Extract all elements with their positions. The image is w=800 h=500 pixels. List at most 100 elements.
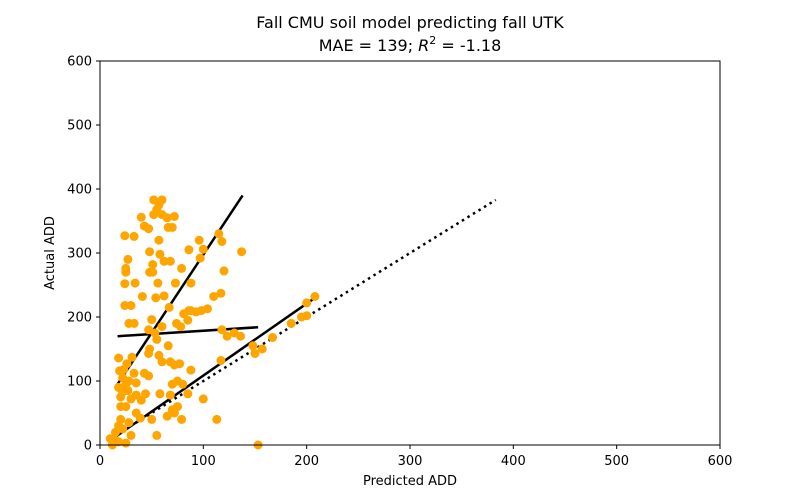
chart-title-r: R: [418, 36, 429, 55]
scatter-point: [115, 366, 125, 376]
scatter-point: [169, 360, 179, 370]
scatter-point: [250, 349, 260, 358]
scatter-point: [126, 301, 136, 310]
x-tick-label: 400: [501, 454, 526, 469]
scatter-point: [169, 212, 179, 221]
scatter-point: [123, 254, 133, 264]
scatter-point: [151, 293, 161, 303]
scatter-point: [257, 344, 267, 354]
scatter-point: [144, 224, 154, 234]
scatter-point: [129, 231, 139, 241]
x-axis-label: Predicted ADD: [363, 474, 457, 489]
scatter-point: [165, 390, 175, 400]
scatter-point: [157, 357, 167, 367]
scatter-point: [302, 298, 312, 308]
scatter-point: [121, 267, 131, 277]
scatter-point: [137, 292, 147, 301]
x-tick-label: 600: [708, 454, 733, 469]
x-tick-label: 500: [604, 454, 629, 469]
scatter-point: [176, 322, 186, 332]
x-tick-label: 100: [191, 454, 216, 469]
scatter-point: [217, 237, 227, 246]
scatter-point: [162, 411, 172, 421]
chart-title-sup: 2: [429, 34, 436, 47]
scatter-point: [198, 394, 208, 404]
scatter-point: [135, 413, 145, 423]
scatter-point: [163, 341, 173, 351]
scatter-point: [144, 371, 154, 381]
scatter-point: [120, 279, 130, 289]
chart-title-mae: MAE = 139;: [319, 36, 418, 55]
x-tick-label: 300: [398, 454, 423, 469]
scatter-point: [129, 318, 139, 328]
chart-title-line2: MAE = 139; R2 = -1.18: [319, 34, 502, 55]
scatter-point: [136, 212, 146, 222]
scatter-point: [310, 292, 320, 301]
scatter-point: [167, 222, 177, 232]
scatter-point: [131, 378, 141, 388]
scatter-point: [124, 418, 134, 428]
scatter-point: [186, 306, 196, 316]
scatter-point: [155, 249, 165, 259]
scatter-point: [209, 292, 219, 301]
y-tick-label: 0: [84, 439, 92, 454]
scatter-point: [217, 325, 227, 335]
y-tick-label: 100: [67, 375, 92, 390]
scatter-point: [286, 318, 296, 328]
scatter-point: [219, 266, 229, 276]
scatter-point: [248, 341, 258, 351]
scatter-point: [120, 301, 130, 310]
scatter-point: [216, 288, 226, 298]
scatter-point: [183, 389, 193, 399]
scatter-point: [169, 408, 179, 418]
y-tick-label: 600: [67, 55, 92, 70]
scatter-point: [268, 333, 278, 342]
scatter-point: [144, 349, 154, 358]
scatter-point: [152, 334, 162, 344]
scatter-point: [116, 392, 126, 402]
scatter-point: [118, 424, 128, 434]
scatter-point: [155, 389, 165, 399]
scatter-point: [222, 331, 232, 341]
scatter-point: [148, 260, 158, 269]
scatter-point: [127, 352, 137, 362]
scatter-point: [148, 267, 158, 277]
scatter-point: [214, 229, 224, 239]
scatter-point: [229, 328, 239, 338]
scatter-point: [152, 430, 162, 440]
axes: 0 100 200 300 400 500 600 0 100 200 300 400 500 600: [67, 55, 732, 470]
scatter-point: [203, 304, 212, 314]
scatter-point: [130, 278, 140, 288]
scatter-point: [170, 278, 180, 288]
scatter-point: [121, 438, 131, 448]
y-tick-label: 200: [67, 311, 92, 326]
scatter-point: [147, 414, 157, 424]
scatter-point: [164, 302, 174, 312]
y-tick-label: 300: [67, 247, 92, 262]
scatter-point: [129, 368, 139, 378]
scatter-point: [136, 395, 146, 405]
scatter-point: [126, 394, 136, 404]
scatter-point: [198, 244, 208, 254]
scatter-point: [116, 402, 126, 412]
scatter-point: [178, 379, 188, 389]
scatter-point: [216, 356, 226, 365]
scatter-point: [194, 235, 204, 245]
scatter-point: [126, 430, 136, 440]
data-points: [105, 195, 320, 450]
scatter-point: [186, 278, 196, 288]
fit-line: [116, 194, 244, 385]
y-axis-label: Actual ADD: [43, 216, 58, 290]
scatter-point: [179, 309, 189, 319]
scatter-point: [195, 253, 205, 263]
scatter-point: [141, 389, 150, 399]
scatter-point: [177, 414, 187, 424]
scatter-point: [157, 322, 167, 332]
scatter-point: [154, 235, 164, 245]
scatter-point: [165, 256, 175, 266]
chart-title-line1: Fall CMU soil model predicting fall UTK: [256, 13, 564, 32]
scatter-point: [153, 278, 163, 288]
scatter-point: [123, 386, 133, 396]
chart-title-r2-value: = -1.18: [436, 36, 501, 55]
